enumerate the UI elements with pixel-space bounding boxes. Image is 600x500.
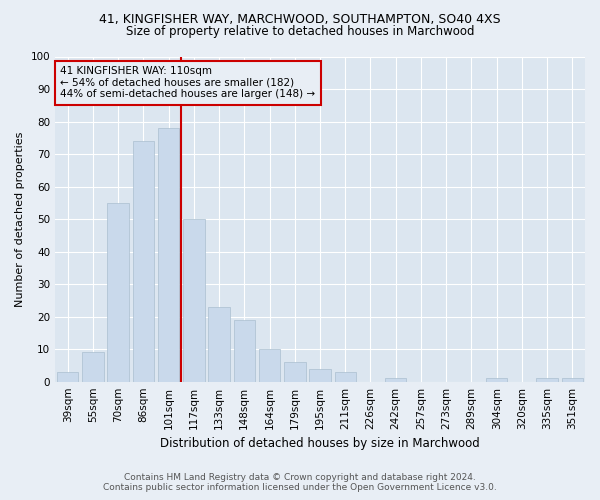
X-axis label: Distribution of detached houses by size in Marchwood: Distribution of detached houses by size … <box>160 437 480 450</box>
Bar <box>259 349 280 382</box>
Bar <box>208 307 230 382</box>
Bar <box>562 378 583 382</box>
Bar <box>82 352 104 382</box>
Bar <box>335 372 356 382</box>
Bar <box>57 372 79 382</box>
Bar <box>284 362 305 382</box>
Y-axis label: Number of detached properties: Number of detached properties <box>15 132 25 307</box>
Text: 41, KINGFISHER WAY, MARCHWOOD, SOUTHAMPTON, SO40 4XS: 41, KINGFISHER WAY, MARCHWOOD, SOUTHAMPT… <box>99 12 501 26</box>
Bar <box>536 378 558 382</box>
Text: Size of property relative to detached houses in Marchwood: Size of property relative to detached ho… <box>126 25 474 38</box>
Bar <box>309 368 331 382</box>
Bar <box>385 378 406 382</box>
Text: 41 KINGFISHER WAY: 110sqm
← 54% of detached houses are smaller (182)
44% of semi: 41 KINGFISHER WAY: 110sqm ← 54% of detac… <box>61 66 316 100</box>
Bar <box>133 141 154 382</box>
Bar <box>486 378 508 382</box>
Bar <box>107 203 129 382</box>
Bar <box>233 320 255 382</box>
Bar <box>158 128 179 382</box>
Bar <box>183 219 205 382</box>
Text: Contains HM Land Registry data © Crown copyright and database right 2024.
Contai: Contains HM Land Registry data © Crown c… <box>103 473 497 492</box>
